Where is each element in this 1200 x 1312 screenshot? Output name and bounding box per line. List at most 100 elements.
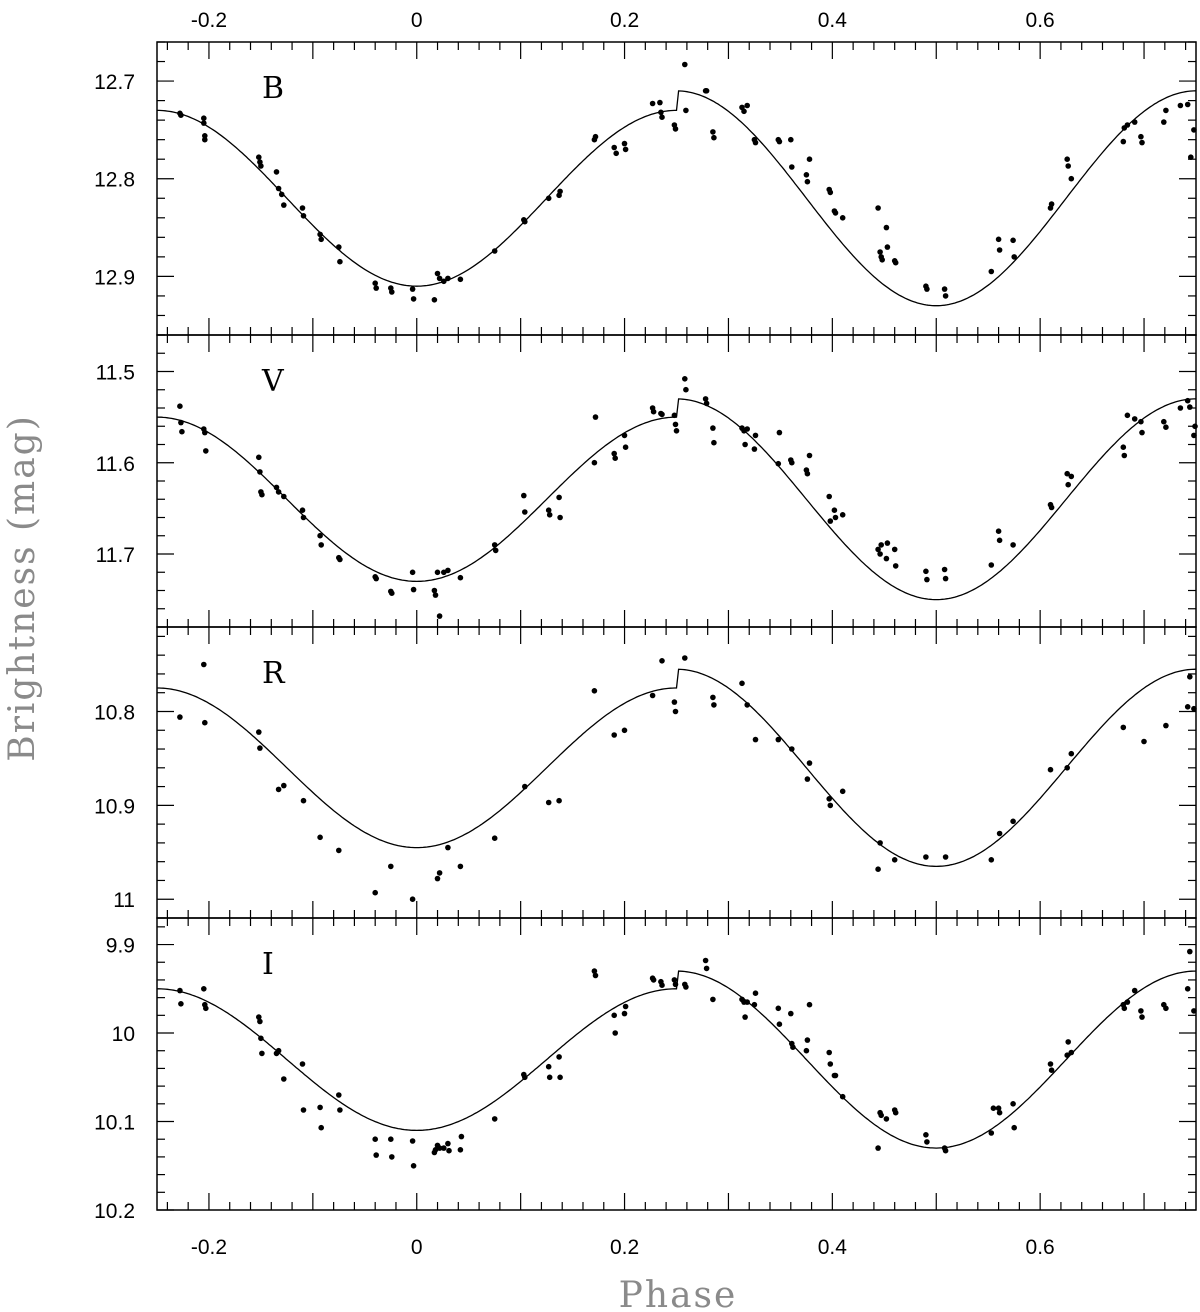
data-point [711,439,717,446]
top-x-tick-label: 0.4 [818,9,848,32]
data-point [832,514,839,521]
data-point [203,1005,209,1012]
data-point [1187,674,1193,680]
data-point [1065,481,1071,488]
data-point [806,760,813,766]
data-point [710,129,716,135]
panels: 12.7 12.8 12.9 B 11.5 11.6 11.7 V 10.8 10.9 11 R 9.9… [94,41,1198,1223]
data-point [804,776,811,782]
data-point [434,270,441,277]
data-point [255,454,262,461]
data-point [1048,1067,1055,1073]
data-point [522,1074,528,1081]
data-point [178,419,184,426]
data-point [789,746,795,752]
data-point [702,957,709,964]
data-point [201,115,207,121]
data-point [710,425,716,431]
data-point [373,575,380,582]
data-point [545,1063,552,1070]
data-point [278,191,285,198]
data-point [613,150,619,157]
data-point [445,844,451,851]
data-point [839,215,846,221]
data-point [996,830,1003,837]
data-point [1011,1124,1017,1131]
data-point [804,178,811,185]
data-point [752,432,759,439]
data-point [826,493,832,500]
data-point [177,987,183,994]
data-point [445,275,451,282]
data-point [1177,405,1184,411]
data-point [877,840,883,846]
data-point [806,452,813,459]
data-point [557,1074,563,1081]
data-point [1064,765,1070,771]
data-point [611,144,617,151]
data-point [827,802,834,809]
data-point [522,509,528,515]
data-point [201,120,207,126]
data-point [336,244,342,250]
data-point [1161,418,1167,425]
data-point [1064,156,1070,162]
data-point [996,1109,1003,1116]
data-point [257,469,263,475]
data-point [445,1140,451,1147]
data-point [744,999,750,1005]
data-point [831,507,838,513]
y-tick-label: 12.8 [94,169,135,192]
x-axis-title: Phase [619,1275,738,1312]
data-point [742,1014,748,1020]
y-tick-label: 10.8 [94,701,135,724]
data-point [884,244,891,250]
data-point [988,1130,995,1136]
data-point [711,702,717,708]
model-curve [157,90,1197,307]
data-point [621,432,628,439]
data-point [275,1047,282,1054]
y-tick-label: 11 [113,889,135,912]
data-point [839,1093,846,1100]
data-point [202,719,208,726]
bottom-x-axis: -0.2 0 0.2 0.4 0.6 [191,1236,1055,1259]
data-point [336,847,342,854]
data-point [436,275,443,282]
data-point [388,863,394,870]
data-point [671,412,678,419]
data-point [995,1105,1002,1111]
data-point [177,403,183,410]
data-point [875,866,881,872]
data-point [883,1116,890,1122]
data-point [1184,986,1191,992]
data-point [179,428,185,435]
data-point [658,109,664,116]
data-point [441,278,447,285]
panel-frame [156,917,1197,1211]
data-point [1139,139,1145,146]
data-point [1064,1052,1070,1058]
data-point [1120,724,1127,731]
data-point [875,205,881,211]
data-point [1121,1005,1128,1012]
data-point [202,133,208,139]
y-axis-title: Brightness (mag) [2,414,43,762]
data-point [1139,1014,1145,1020]
data-point [372,1136,379,1142]
data-point [682,61,688,68]
panel-label: R [262,656,286,691]
data-point [884,540,891,546]
data-point [941,566,948,573]
data-point [650,977,657,983]
y-tick-label: 11.6 [96,453,135,476]
panel-b: 12.7 12.8 12.9 B [94,41,1197,336]
top-x-tick-label: -0.2 [191,9,227,32]
data-point [683,107,689,114]
data-point [388,1136,394,1142]
data-point [839,512,846,518]
data-point [1131,119,1138,125]
data-point [317,1104,323,1111]
data-point [942,293,949,299]
data-point [672,126,679,132]
